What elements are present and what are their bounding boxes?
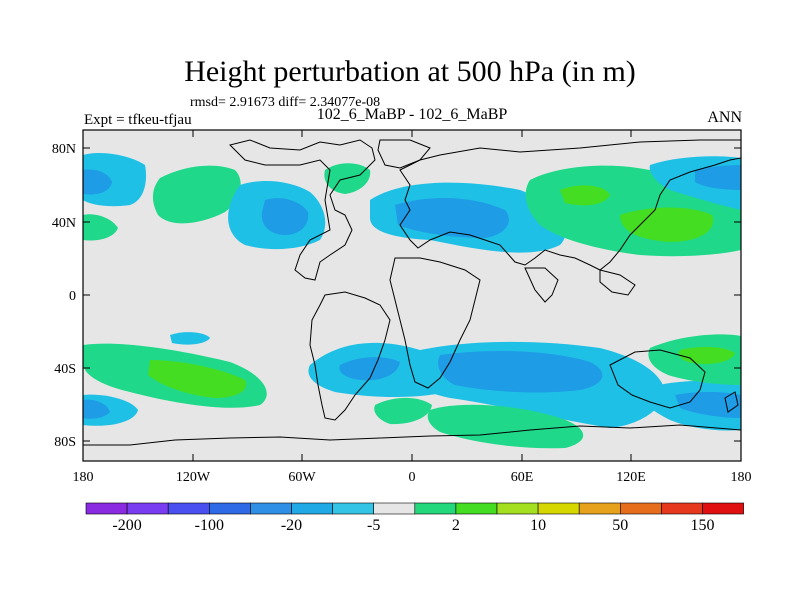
colorbar-swatch bbox=[455, 502, 498, 515]
rmsd-stats: rmsd= 2.91673 diff= 2.34077e-08 bbox=[190, 95, 381, 110]
colorbar-swatch bbox=[167, 502, 210, 515]
contour-lime-s-pacific-w bbox=[148, 360, 247, 398]
coast-new-zealand bbox=[724, 391, 739, 413]
colorbar-swatch bbox=[209, 502, 251, 515]
ytick-label: 0 bbox=[69, 289, 76, 304]
colorbar-swatch bbox=[702, 502, 744, 515]
contour-green-w bbox=[83, 214, 118, 241]
contour-blue-pacific-nne bbox=[695, 165, 741, 190]
colorbar-label: 50 bbox=[612, 517, 629, 534]
colorbar-label: -5 bbox=[367, 517, 381, 534]
contour-blue-s-indian bbox=[438, 350, 603, 393]
xtick-label: 180 bbox=[73, 470, 94, 485]
contour-blue-eurasia bbox=[395, 198, 509, 238]
contour-blue-s-atlantic bbox=[339, 357, 400, 381]
colorbar-swatch bbox=[537, 502, 580, 515]
xtick-label: 60E bbox=[511, 470, 534, 485]
colorbar-swatch bbox=[661, 502, 703, 515]
colorbar-swatch bbox=[332, 502, 375, 515]
colorbar-label: 2 bbox=[451, 517, 460, 534]
contour-green-s-atlantic-s bbox=[374, 397, 432, 425]
colorbar-swatch bbox=[578, 502, 621, 515]
colorbar-swatch bbox=[414, 502, 457, 515]
contour-blue-s-pacific-se bbox=[675, 391, 741, 418]
xtick-label: 60W bbox=[288, 470, 316, 485]
colorbar-label: -20 bbox=[280, 517, 303, 534]
colorbar-swatch bbox=[619, 502, 662, 515]
coastlines bbox=[83, 139, 741, 446]
xtick-label: 0 bbox=[409, 470, 416, 485]
colorbar-label: 10 bbox=[530, 517, 547, 534]
ytick-label: 80N bbox=[52, 142, 76, 157]
colorbar-label: -200 bbox=[112, 517, 142, 534]
contour-blue-nw bbox=[83, 169, 112, 195]
axis-ticks bbox=[82, 130, 742, 461]
coast-eurasia bbox=[399, 139, 741, 271]
contour-blue-namerica bbox=[261, 198, 309, 235]
colorbar-swatch bbox=[373, 502, 416, 515]
contour-lime-pacific-ne bbox=[560, 185, 714, 242]
coast-south-america bbox=[309, 291, 391, 421]
colorbar-swatch bbox=[126, 502, 169, 515]
ytick-label: 40N bbox=[52, 216, 76, 231]
colorbar-swatch bbox=[496, 502, 539, 515]
xtick-label: 120W bbox=[176, 470, 211, 485]
contour-cyan-small bbox=[170, 332, 210, 345]
coast-antarctica bbox=[83, 424, 741, 446]
coast-india bbox=[524, 267, 559, 303]
colorbar-swatch bbox=[250, 502, 292, 515]
run-comparison-label: 102_6_MaBP - 102_6_MaBP bbox=[316, 106, 508, 123]
contour-green-s-indian-s bbox=[427, 404, 584, 449]
coast-africa bbox=[389, 257, 481, 389]
coast-australia bbox=[609, 349, 706, 409]
contour-blue-s-pacific-sw bbox=[83, 399, 110, 419]
experiment-label: Expt = tfkeu-tfjau bbox=[84, 112, 192, 128]
xtick-label: 180 bbox=[731, 470, 752, 485]
season-label: ANN bbox=[707, 109, 742, 126]
colorbar-swatch bbox=[291, 502, 333, 515]
contour-green-n-pacific bbox=[152, 165, 241, 224]
colorbar bbox=[85, 502, 744, 515]
coast-seasia bbox=[599, 269, 636, 296]
colorbar-swatch bbox=[85, 502, 128, 515]
coast-greenland bbox=[377, 139, 431, 169]
colorbar-label: 150 bbox=[690, 517, 715, 534]
xtick-label: 120E bbox=[616, 470, 646, 485]
plot-title: Height perturbation at 500 hPa (in m) bbox=[184, 55, 636, 88]
ytick-label: 80S bbox=[54, 435, 76, 450]
colorbar-label: -100 bbox=[194, 517, 224, 534]
ytick-label: 40S bbox=[54, 362, 76, 377]
contour-lime-s-pacific-e bbox=[678, 346, 735, 364]
coast-north-america bbox=[229, 139, 376, 281]
